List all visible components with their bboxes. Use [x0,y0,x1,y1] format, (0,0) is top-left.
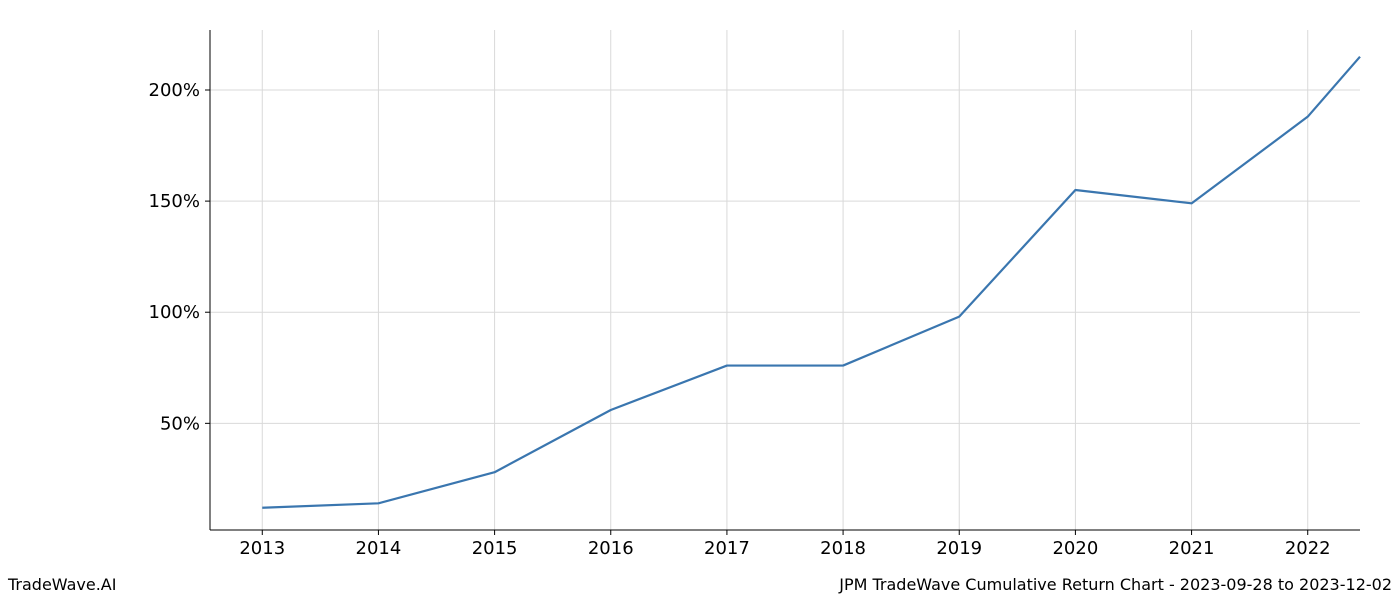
footer-caption: JPM TradeWave Cumulative Return Chart - … [839,575,1392,594]
x-tick-label: 2013 [239,538,285,559]
x-tick-label: 2019 [936,538,982,559]
y-tick-label: 50% [160,413,200,434]
footer-brand: TradeWave.AI [8,575,116,594]
x-tick-label: 2014 [356,538,402,559]
line-chart: 2013 2014 2015 2016 2017 2018 2019 2020 2021 2022… [0,0,1400,600]
y-tick-label: 150% [149,191,200,212]
x-tick-label: 2021 [1169,538,1215,559]
y-tick-label: 200% [149,80,200,101]
x-tick-label: 2015 [472,538,518,559]
x-tick-label: 2018 [820,538,866,559]
x-tick-label: 2022 [1285,538,1331,559]
x-tick-label: 2020 [1052,538,1098,559]
x-tick-label: 2017 [704,538,750,559]
y-tick-label: 100% [149,302,200,323]
x-tick-label: 2016 [588,538,634,559]
chart-container: 2013 2014 2015 2016 2017 2018 2019 2020 2021 2022… [0,0,1400,600]
